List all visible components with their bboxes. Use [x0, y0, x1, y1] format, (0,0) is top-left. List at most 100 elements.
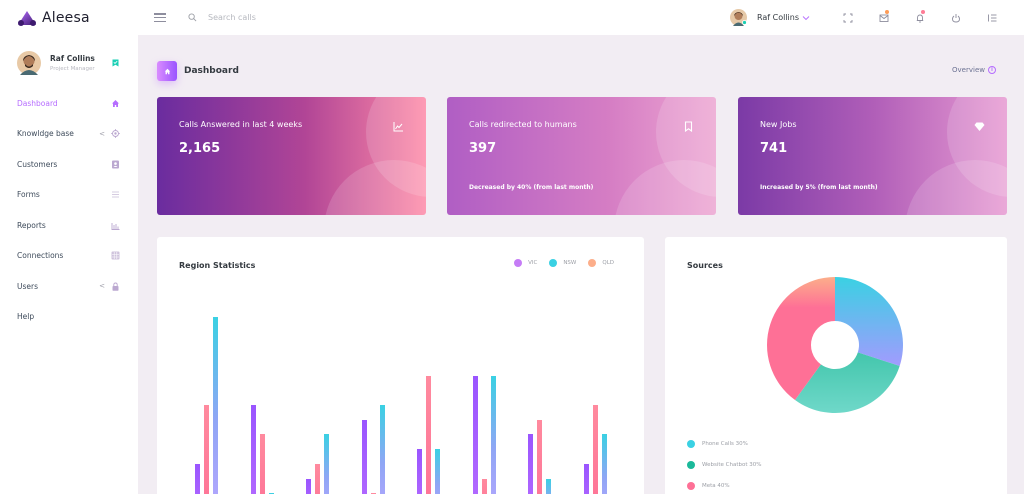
sidebar-item-knowledge-base[interactable]: Knowldge base < [0, 119, 138, 150]
messages-button[interactable] [866, 9, 902, 23]
stat-card-value: 397 [469, 141, 497, 156]
profile-name: Raf Collins [50, 53, 95, 63]
bar-qld[interactable] [481, 479, 487, 494]
legend-label: Website Chatbot 30% [702, 461, 762, 468]
profile-info: Raf Collins Project Manager [50, 54, 95, 72]
list-icon [988, 14, 997, 21]
stat-card-subtext: Increased by 5% (from last month) [760, 184, 878, 191]
fullscreen-button[interactable] [830, 13, 866, 23]
legend-item-website-chatbot[interactable]: Website Chatbot 30% [687, 454, 762, 475]
bar-vic[interactable] [583, 464, 589, 494]
profile-role: Project Manager [50, 65, 95, 72]
top-navbar: Aleesa Raf Collins [0, 0, 1024, 35]
lock-icon [111, 282, 120, 291]
sidebar-item-help[interactable]: Help [0, 302, 138, 333]
brand[interactable]: Aleesa [0, 0, 138, 35]
mail-icon [879, 14, 889, 22]
bar-vic[interactable] [472, 376, 478, 494]
stat-card-title: Calls Answered in last 4 weeks [179, 120, 303, 129]
region-statistics-title: Region Statistics [179, 261, 256, 270]
bar-vic[interactable] [195, 464, 200, 494]
bar-chart-icon [111, 221, 120, 230]
sidebar-item-customers[interactable]: Customers [0, 149, 138, 180]
bar-qld[interactable] [259, 434, 265, 494]
logout-button[interactable] [938, 13, 974, 23]
sidebar-item-label: Users [17, 281, 39, 291]
table-icon [111, 251, 120, 260]
bar-nsw[interactable] [324, 434, 329, 494]
fullscreen-icon [843, 13, 853, 22]
legend-label: VIC [528, 260, 538, 266]
stat-card-value: 741 [760, 141, 788, 156]
region-statistics-panel: Region Statistics VIC NSW QLD [157, 237, 644, 494]
bar-nsw[interactable] [213, 317, 218, 494]
legend-swatch [687, 460, 695, 469]
sidebar-item-label: Forms [17, 190, 40, 200]
bar-nsw[interactable] [435, 449, 440, 494]
sidebar-item-label: Knowldge base [17, 129, 74, 139]
navbar-user-name: Raf Collins [756, 13, 799, 22]
legend-item-phone-calls[interactable]: Phone Calls 30% [687, 433, 762, 454]
search-icon [188, 13, 197, 22]
page-home-icon [157, 61, 177, 81]
stat-card-value: 2,165 [179, 141, 221, 156]
logo-icon [18, 10, 36, 26]
bar-nsw[interactable] [379, 405, 385, 494]
home-icon [164, 68, 170, 74]
bar-qld[interactable] [426, 376, 431, 494]
region-bar-chart [157, 237, 644, 494]
bar-qld[interactable] [537, 420, 542, 494]
stat-card-title: Calls redirected to humans [469, 120, 577, 129]
notifications-button[interactable] [902, 9, 938, 23]
legend-swatch [514, 259, 523, 267]
sidebar-item-label: Dashboard [17, 98, 58, 108]
overview-link[interactable]: Overview i [952, 66, 996, 74]
home-icon [111, 99, 120, 108]
bar-vic[interactable] [528, 434, 533, 494]
menu-toggle-button[interactable] [154, 13, 166, 22]
bar-qld[interactable] [315, 464, 320, 494]
settings-list-button[interactable] [974, 13, 1010, 23]
legend-item-qld[interactable]: QLD [588, 259, 614, 267]
bar-qld[interactable] [204, 405, 209, 494]
sidebar: Raf Collins Project Manager Dashboard Kn… [0, 35, 138, 494]
bell-notification-dot [921, 9, 925, 14]
sidebar-item-users[interactable]: Users < [0, 271, 138, 302]
bar-qld[interactable] [592, 405, 598, 494]
legend-item-meta[interactable]: Meta 40% [687, 475, 762, 494]
list-icon [111, 190, 120, 199]
navbar-profile-dropdown[interactable]: Raf Collins [729, 9, 810, 26]
bar-nsw[interactable] [490, 376, 496, 494]
bar-vic[interactable] [417, 449, 422, 494]
sidebar-item-connections[interactable]: Connections [0, 241, 138, 272]
sources-legend: Phone Calls 30% Website Chatbot 30% Meta… [687, 433, 762, 494]
sidebar-item-label: Customers [17, 159, 58, 169]
legend-swatch [687, 481, 695, 490]
sidebar-profile[interactable]: Raf Collins Project Manager [0, 35, 138, 80]
legend-item-vic[interactable]: VIC [514, 259, 537, 267]
stat-card-calls-redirected: Calls redirected to humans 397 Decreased… [447, 97, 716, 215]
brand-name: Aleesa [42, 9, 90, 26]
legend-label: Meta 40% [702, 482, 730, 489]
stat-card-subtext: Decreased by 40% (from last month) [469, 184, 594, 191]
legend-item-nsw[interactable]: NSW [549, 259, 576, 267]
crosshair-icon [111, 129, 120, 139]
main-content: Dashboard Overview i Calls Answered in l… [138, 35, 1024, 494]
search-input[interactable] [208, 13, 408, 22]
overview-label: Overview [952, 66, 985, 74]
stat-card-calls-answered: Calls Answered in last 4 weeks 2,165 [157, 97, 426, 215]
page-title: Dashboard [184, 66, 239, 76]
sidebar-item-forms[interactable]: Forms [0, 180, 138, 211]
bookmark-check-icon [112, 59, 119, 66]
sidebar-item-reports[interactable]: Reports [0, 210, 138, 241]
contact-card-icon [111, 160, 120, 169]
sidebar-item-dashboard[interactable]: Dashboard [0, 88, 138, 119]
mail-notification-dot [885, 9, 889, 14]
bar-vic[interactable] [306, 479, 311, 494]
bar-nsw[interactable] [546, 479, 551, 494]
bar-vic[interactable] [250, 405, 256, 494]
legend-swatch [588, 259, 597, 267]
bar-vic[interactable] [361, 420, 367, 494]
chart-line-icon [393, 122, 403, 132]
bar-nsw[interactable] [601, 434, 607, 494]
